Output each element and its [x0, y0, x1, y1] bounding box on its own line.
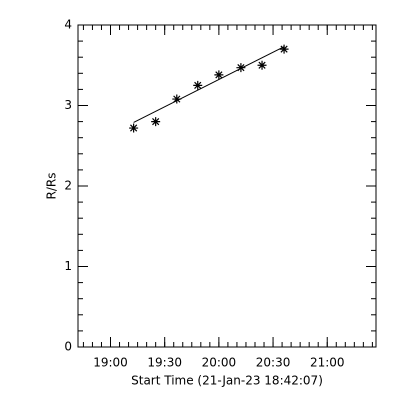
data-point [193, 80, 203, 90]
data-point [279, 44, 289, 54]
data-point [129, 123, 139, 133]
data-point [172, 94, 182, 104]
x-tick-label: 20:30 [256, 356, 291, 370]
fit-line [133, 46, 285, 123]
y-tick-label: 4 [64, 18, 72, 32]
x-tick-label: 19:00 [93, 356, 128, 370]
y-axis-label: R/Rs [45, 173, 59, 200]
y-tick-label: 3 [64, 98, 72, 112]
data-point [214, 70, 224, 80]
data-point [257, 60, 267, 70]
x-tick-label: 19:30 [147, 356, 182, 370]
y-tick-label: 2 [64, 179, 72, 193]
data-point [151, 117, 161, 127]
x-axis-label: Start Time (21-Jan-23 18:42:07) [131, 374, 323, 388]
x-tick-label: 21:00 [310, 356, 345, 370]
x-tick-label: 20:00 [202, 356, 237, 370]
y-tick-label: 0 [64, 340, 72, 354]
y-tick-label: 1 [64, 259, 72, 273]
data-point [236, 63, 246, 73]
